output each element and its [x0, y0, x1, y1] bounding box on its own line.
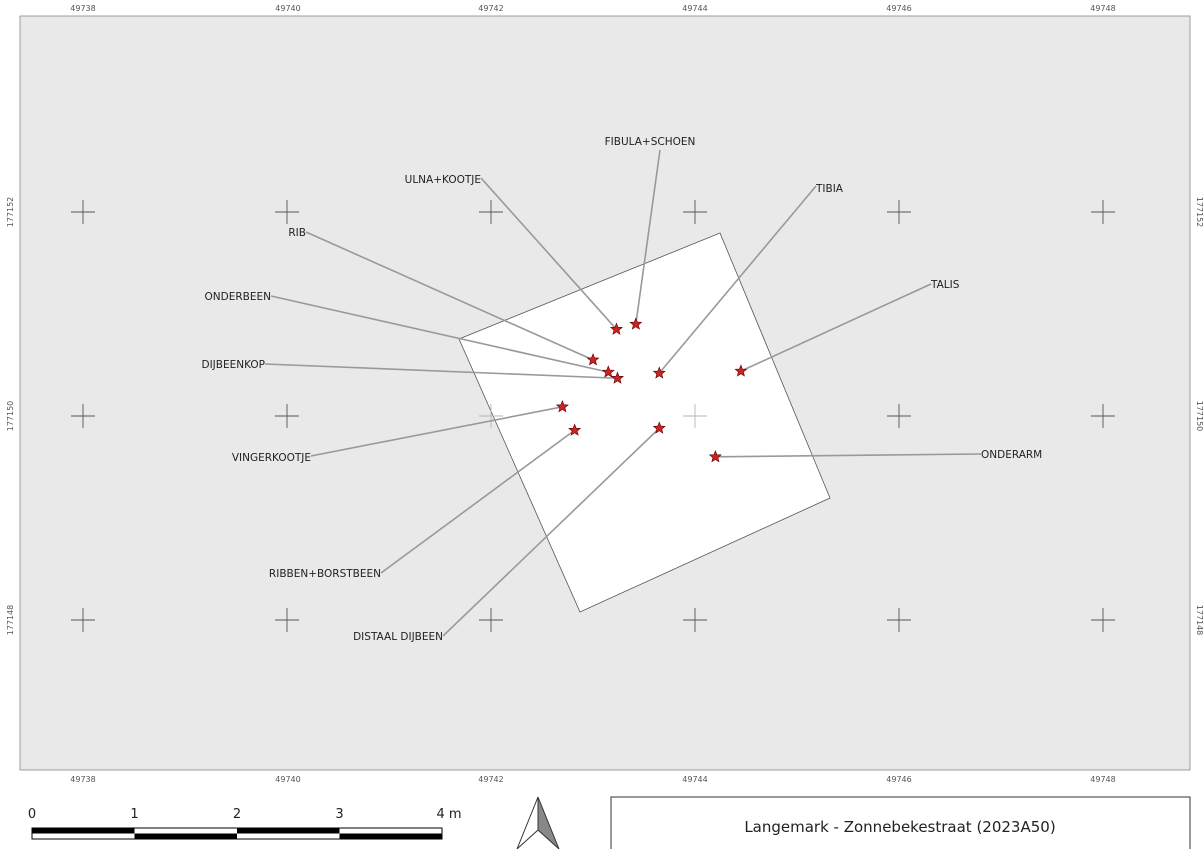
- find-annotations: FIBULA+SCHOEN ULNA+KOOTJE TIBIA RIB TALI…: [201, 136, 1042, 643]
- x-tick-top: 49742: [478, 4, 503, 13]
- excavation-trench: [458, 232, 831, 613]
- find-marker-star-icon: [652, 366, 666, 379]
- title-box: Langemark - Zonnebekestraat (2023A50): [610, 796, 1191, 849]
- find-marker-star-icon: [708, 449, 722, 463]
- find-label: FIBULA+SCHOEN: [605, 136, 696, 148]
- leader-line: [310, 406, 563, 457]
- find-marker-star-icon: [611, 371, 624, 384]
- map-title: Langemark - Zonnebekestraat (2023A50): [744, 818, 1055, 836]
- y-tick-right: 177150: [1195, 401, 1203, 432]
- x-tick-bottom: 49746: [886, 775, 911, 784]
- leader-line: [264, 363, 618, 380]
- find-label: RIBBEN+BORSTBEEN: [269, 568, 381, 580]
- scale-bar-label: 0: [28, 807, 36, 822]
- find-fibula-schoen: FIBULA+SCHOEN: [605, 136, 696, 325]
- x-tick-bottom: 49742: [478, 775, 503, 784]
- x-tick-top: 49746: [886, 4, 911, 13]
- scale-bar-segment: [339, 833, 442, 839]
- find-ulna-kootje: ULNA+KOOTJE: [405, 174, 618, 330]
- scale-bar-label: 1: [130, 807, 138, 822]
- leader-line: [480, 177, 618, 330]
- find-label: ULNA+KOOTJE: [405, 174, 481, 186]
- title-box-frame: [610, 796, 1191, 849]
- y-tick-left: 177150: [6, 401, 15, 432]
- find-marker-star-icon: [586, 353, 600, 366]
- leader-line: [740, 283, 932, 372]
- leader-line: [635, 149, 661, 325]
- find-label: DISTAAL DIJBEEN: [353, 631, 443, 643]
- scale-bar-segment: [237, 828, 340, 834]
- find-label: ONDERBEEN: [205, 291, 271, 303]
- grid-crosses: [71, 200, 1115, 632]
- x-tick-top: 49738: [70, 4, 95, 13]
- scale-bar-label: 2: [233, 807, 241, 822]
- scale-bar-label: 3: [335, 807, 343, 822]
- find-marker-star-icon: [568, 423, 582, 436]
- find-marker-star-icon: [555, 399, 569, 413]
- y-tick-right: 177148: [1195, 605, 1203, 636]
- x-tick-bottom: 49740: [275, 775, 300, 784]
- leader-line: [658, 185, 817, 374]
- find-label: RIB: [288, 227, 306, 239]
- x-tick-top: 49744: [682, 4, 707, 13]
- north-arrow-icon: [516, 796, 560, 849]
- find-rib: RIB: [288, 227, 594, 361]
- leader-line: [305, 231, 594, 361]
- leader-line: [442, 427, 660, 637]
- find-tibia: TIBIA: [658, 183, 844, 374]
- y-axis-right: 177152 177150 177148: [1195, 197, 1203, 636]
- leader-line: [270, 295, 609, 373]
- find-onderarm: ONDERARM: [715, 449, 1042, 461]
- find-label: VINGERKOOTJE: [232, 452, 311, 464]
- find-onderbeen: ONDERBEEN: [205, 291, 609, 373]
- leader-line: [715, 453, 982, 458]
- find-label: TALIS: [930, 279, 960, 291]
- find-markers: [555, 317, 748, 463]
- x-tick-bottom: 49738: [70, 775, 95, 784]
- y-tick-left: 177152: [6, 197, 15, 228]
- scale-bar-segment: [32, 828, 135, 834]
- scale-bar-segment: [134, 833, 237, 839]
- x-axis-top: 49738 49740 49742 49744 49746 49748: [70, 4, 1115, 13]
- y-tick-right: 177152: [1195, 197, 1203, 228]
- find-label: ONDERARM: [981, 449, 1042, 461]
- find-marker-star-icon: [734, 364, 748, 377]
- find-marker-star-icon: [652, 421, 666, 434]
- y-axis-left: 177152 177150 177148: [6, 197, 15, 636]
- find-marker-star-icon: [629, 317, 643, 330]
- find-talis: TALIS: [740, 279, 960, 372]
- leader-line: [380, 429, 576, 574]
- x-tick-top: 49740: [275, 4, 300, 13]
- find-vingerkootje: VINGERKOOTJE: [232, 406, 563, 464]
- find-marker-star-icon: [610, 322, 623, 335]
- find-label: DIJBEENKOP: [201, 359, 265, 371]
- x-axis-bottom: 49738 49740 49742 49744 49746 49748: [70, 775, 1115, 784]
- y-tick-left: 177148: [6, 605, 15, 636]
- x-tick-top: 49748: [1090, 4, 1115, 13]
- grid-crosses-inner: [479, 404, 707, 428]
- find-label: TIBIA: [815, 183, 844, 195]
- scale-bar-label: 4 m: [436, 807, 461, 822]
- find-distaal-dijbeen: DISTAAL DIJBEEN: [353, 427, 660, 643]
- x-tick-bottom: 49748: [1090, 775, 1115, 784]
- find-ribben-borstbeen: RIBBEN+BORSTBEEN: [269, 429, 576, 580]
- x-tick-bottom: 49744: [682, 775, 707, 784]
- scale-bar: 0 1 2 3 4 m: [28, 807, 462, 840]
- find-marker-star-icon: [601, 365, 615, 378]
- find-dijbeenkop: DIJBEENKOP: [201, 359, 618, 380]
